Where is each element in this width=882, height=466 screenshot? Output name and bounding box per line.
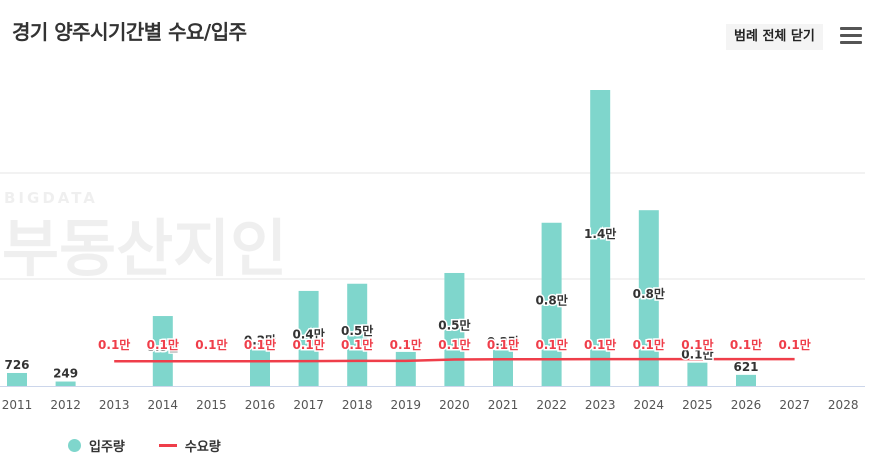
x-tick-2021: 2021	[488, 398, 519, 412]
chart-title: 경기 양주시기간별 수요/입주	[12, 20, 247, 44]
bar-label-2011: 726	[4, 358, 29, 372]
x-tick-2012: 2012	[50, 398, 81, 412]
line-label-2017: 0.1만	[292, 337, 324, 352]
bar-2023	[590, 90, 611, 386]
x-tick-2028: 2028	[828, 398, 859, 412]
bar-label-2014: 0.3만	[147, 339, 179, 354]
bar-2012	[55, 381, 76, 386]
watermark: BIGDATA 부동산지인	[2, 189, 287, 285]
line-label-2022: 0.1만	[535, 337, 567, 352]
bar-2011	[7, 372, 27, 386]
bar-label-2025: 0.1만	[681, 347, 713, 362]
legend-bar-label: 입주량	[89, 440, 125, 455]
x-tick-2018: 2018	[342, 398, 373, 412]
watermark-main: 부동산지인	[2, 212, 287, 285]
bar-label-2016: 0.2만	[244, 332, 276, 347]
legend-bar-swatch	[68, 439, 81, 452]
bar-label-2021: 0.2만	[487, 334, 519, 349]
bar-label-2024: 0.8만	[633, 286, 665, 301]
bar-label-2026: 621	[733, 360, 758, 374]
line-label-2023: 0.1만	[584, 337, 616, 352]
bar-label-2019: 0.2만	[390, 336, 422, 351]
line-label-2014: 0.1만	[147, 337, 179, 352]
bar-label-2018: 0.5만	[341, 323, 373, 338]
x-tick-2015: 2015	[196, 398, 227, 412]
demand-line	[114, 357, 795, 363]
x-tick-2024: 2024	[634, 398, 665, 412]
bar-2019	[395, 351, 416, 386]
line-label-2016: 0.1만	[244, 337, 276, 352]
legend-line-label: 수요량	[184, 440, 221, 455]
legend-line-swatch	[158, 444, 177, 447]
bar-2026	[736, 374, 756, 386]
gridlines	[0, 172, 865, 387]
legend-item-bar[interactable]: 입주량	[68, 436, 125, 455]
line-label-2019: 0.1만	[390, 337, 422, 352]
x-tick-2023: 2023	[585, 398, 616, 412]
legend-toggle-button[interactable]: 범례 전체 닫기	[726, 24, 823, 50]
bar-2022	[541, 222, 562, 386]
legend: 입주량 수요량	[68, 436, 255, 455]
x-axis: 2011 2012 2013 2014 2015 2016 2017 2018 2019 2020…	[2, 398, 859, 412]
x-tick-2014: 2014	[148, 398, 179, 412]
x-tick-2019: 2019	[391, 398, 422, 412]
bar-2024	[638, 210, 659, 386]
bar-2014	[152, 316, 173, 386]
bar-label-2020: 0.5만	[438, 317, 470, 332]
line-label-2018: 0.1만	[341, 337, 373, 352]
x-tick-2017: 2017	[293, 398, 324, 412]
bar-2021	[493, 350, 513, 386]
x-tick-2020: 2020	[439, 398, 470, 412]
bar-2020	[444, 272, 465, 386]
hamburger-menu-icon[interactable]	[840, 27, 862, 47]
line-label-2020: 0.1만	[438, 337, 470, 352]
bar-label-2017: 0.4만	[292, 326, 324, 341]
x-tick-2025: 2025	[682, 398, 713, 412]
line-label-2027: 0.1만	[778, 337, 810, 352]
line-label-2021: 0.1만	[487, 337, 519, 352]
line-label-2025: 0.1만	[681, 337, 713, 352]
bar-label-2012: 249	[53, 367, 78, 381]
line-label-2013: 0.1만	[98, 337, 130, 352]
line-series	[114, 357, 795, 363]
bar-label-2023: 1.4만	[584, 226, 616, 241]
x-tick-2011: 2011	[2, 398, 33, 412]
legend-item-line[interactable]: 수요량	[158, 436, 221, 455]
watermark-top: BIGDATA	[4, 189, 98, 207]
line-label-2026: 0.1만	[730, 337, 762, 352]
line-label-2015: 0.1만	[195, 337, 227, 352]
x-tick-2026: 2026	[731, 398, 762, 412]
bar-2025	[687, 362, 708, 386]
bar-label-2022: 0.8만	[535, 292, 567, 307]
line-labels: 0.1만 0.1만 0.1만 0.1만 0.1만 0.1만 0.1만 0.1만 0.1만 0.1만…	[97, 336, 813, 354]
x-tick-2013: 2013	[99, 398, 130, 412]
x-tick-2022: 2022	[536, 398, 567, 412]
bar-labels: 726 249 0.3만 0.2만 0.4만 0.5만 0.2만 0.5만 0.2만 0.8만 1.…	[3, 225, 760, 383]
bar-2016	[250, 348, 270, 386]
line-label-2024: 0.1만	[633, 337, 665, 352]
x-tick-2016: 2016	[245, 398, 276, 412]
x-tick-2027: 2027	[779, 398, 810, 412]
